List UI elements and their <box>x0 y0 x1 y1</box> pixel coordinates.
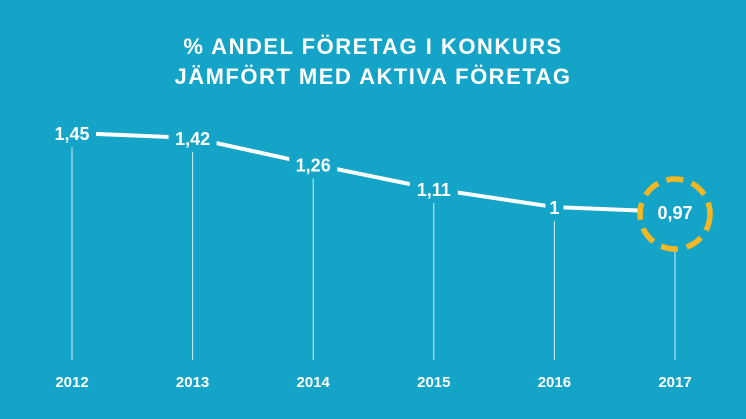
x-tick-label-2013: 2013 <box>176 374 209 391</box>
highlight-circle <box>637 176 713 252</box>
data-label-2014: 1,26 <box>296 155 331 175</box>
data-label-bg-2016 <box>545 195 564 220</box>
x-tick-label-2017: 2017 <box>658 374 691 391</box>
chart-title-line1: % ANDEL FÖRETAG I KONKURS <box>183 34 563 59</box>
data-label-bg-2013 <box>168 125 217 150</box>
x-tick-label-2015: 2015 <box>417 374 450 391</box>
data-label-2013: 1,42 <box>175 129 210 149</box>
chart-title-line2: JÄMFÖRT MED AKTIVA FÖRETAG <box>174 64 572 89</box>
data-label-bg-2014 <box>289 152 338 177</box>
data-label-bg-2015 <box>409 176 458 201</box>
data-label-2017: 0,97 <box>657 203 692 223</box>
x-tick-label-2012: 2012 <box>55 374 88 391</box>
x-tick-label-2016: 2016 <box>538 374 571 391</box>
series-line <box>70 131 677 214</box>
x-tick-label-2014: 2014 <box>297 374 331 391</box>
data-label-bg-2012 <box>48 121 96 145</box>
data-label-2016: 1 <box>549 198 559 218</box>
data-label-2012: 1,45 <box>54 124 89 144</box>
data-label-2015: 1,11 <box>417 180 451 200</box>
